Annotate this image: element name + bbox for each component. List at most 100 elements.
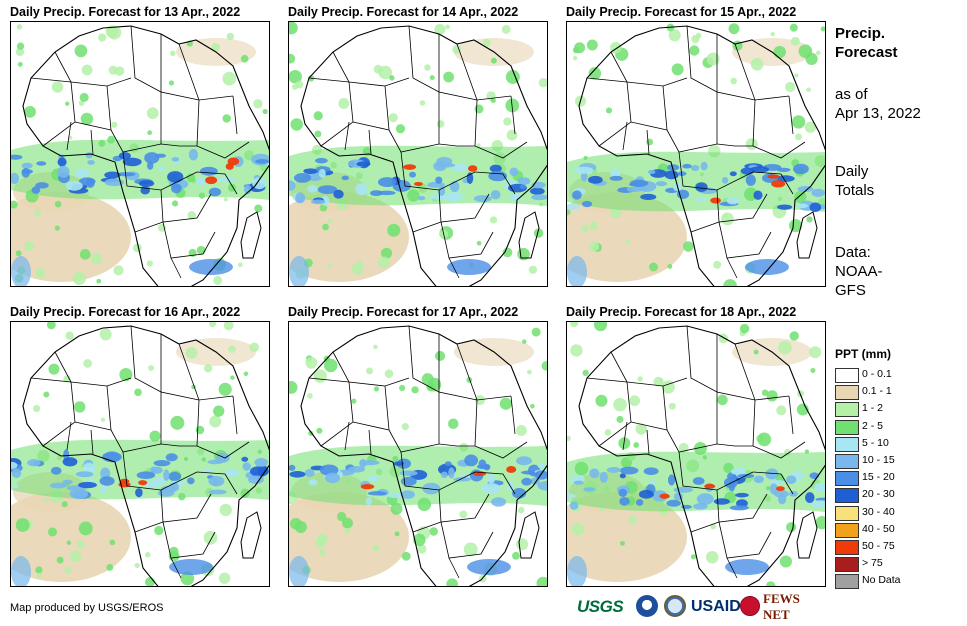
heavy-rain-cell — [519, 184, 527, 189]
light-rain-patch — [185, 346, 198, 359]
light-rain-patch — [723, 213, 728, 218]
africa-outline — [300, 325, 547, 586]
heavy-rain-cell — [35, 182, 49, 189]
light-rain-patch — [76, 540, 85, 549]
country-border — [66, 421, 72, 451]
country-border — [412, 521, 442, 533]
light-rain-patch — [46, 322, 56, 330]
legend-swatch — [835, 385, 859, 401]
light-rain-patch — [314, 130, 322, 138]
heavy-rain-cell — [509, 167, 519, 177]
light-rain-patch — [79, 249, 91, 260]
light-rain-patch — [789, 331, 799, 341]
heavy-rain-cell — [163, 469, 170, 481]
country-border — [752, 471, 794, 495]
heavy-rain-cell — [765, 468, 779, 480]
heavy-rain-cell — [143, 480, 162, 488]
heavy-rain-cell — [207, 459, 224, 465]
heavy-rain-cell — [776, 167, 791, 172]
heavy-rain-cell — [466, 172, 474, 184]
heavy-rain-cell — [448, 467, 455, 479]
light-rain-patch — [211, 43, 220, 52]
light-rain-patch — [567, 435, 571, 442]
light-rain-patch — [318, 548, 326, 556]
country-border — [368, 129, 372, 155]
legend-swatch — [835, 402, 859, 418]
heavy-rain-cell — [673, 486, 693, 493]
heavy-rain-cell — [57, 157, 67, 167]
heavy-rain-cell — [589, 468, 600, 479]
totals-line1: Daily — [835, 163, 869, 180]
heavy-rain-cell — [567, 203, 581, 210]
heavy-rain-cell — [49, 482, 67, 489]
heavy-rain-cell — [365, 496, 372, 506]
country-border — [726, 257, 738, 279]
light-rain-patch — [770, 31, 775, 37]
heavy-rain-cell — [666, 499, 681, 507]
country-border — [718, 521, 772, 559]
heavy-rain-cell — [356, 161, 371, 167]
country-border — [408, 325, 440, 393]
light-rain-patch — [421, 373, 434, 386]
heavy-rain-cell — [118, 152, 131, 160]
legend-swatch — [835, 505, 859, 521]
light-rain-patch — [187, 211, 197, 220]
country-border — [110, 429, 180, 453]
light-rain-patch — [713, 260, 722, 269]
as-of-value: Apr 13, 2022 — [835, 105, 921, 122]
madagascar-outline — [796, 511, 818, 559]
light-rain-patch — [35, 268, 46, 278]
light-rain-patch — [786, 522, 797, 533]
light-rain-patch — [815, 50, 821, 56]
heavy-rain-cell — [409, 171, 417, 178]
heavy-rain-cell — [78, 481, 97, 489]
heavy-rain-cell — [100, 484, 108, 494]
country-border — [332, 351, 410, 387]
country-border — [308, 77, 350, 83]
light-rain-patch — [466, 377, 473, 383]
heavy-rain-cell — [307, 184, 318, 193]
country-border — [160, 189, 212, 223]
heavy-rain-cell — [87, 160, 95, 165]
light-rain-patch — [111, 121, 118, 128]
light-rain-patch — [24, 105, 36, 118]
light-rain-patch — [805, 52, 818, 66]
country-border — [30, 377, 72, 383]
heavy-rain-cell — [360, 460, 380, 466]
legend-label: 10 - 15 — [862, 453, 895, 466]
country-border — [162, 521, 216, 559]
light-rain-patch — [806, 216, 813, 223]
heavy-rain-cell — [208, 187, 222, 197]
light-rain-patch — [795, 133, 802, 141]
light-rain-patch — [351, 263, 364, 276]
panel-title: Daily Precip. Forecast for 15 Apr., 2022 — [566, 5, 797, 19]
light-rain-patch — [43, 498, 49, 503]
heavy-rain-cell — [140, 186, 151, 195]
forecast-panel: Daily Precip. Forecast for 13 Apr., 2022 — [10, 5, 270, 287]
intense-rain-cell — [138, 480, 148, 486]
light-rain-patch — [219, 503, 232, 517]
southern-rain-patch — [189, 259, 233, 275]
light-rain-patch — [613, 397, 627, 412]
heavy-rain-cell — [567, 493, 576, 499]
dry-zone-southeast-atlantic — [289, 492, 409, 582]
country-border — [718, 221, 772, 259]
intense-rain-cell — [710, 197, 721, 204]
heavy-rain-cell — [75, 168, 89, 178]
light-rain-patch — [154, 525, 164, 536]
light-rain-patch — [171, 200, 179, 207]
light-rain-patch — [593, 322, 608, 332]
light-rain-patch — [109, 539, 116, 546]
forecast-panel: Daily Precip. Forecast for 15 Apr., 2022 — [566, 5, 826, 287]
country-border — [474, 171, 516, 195]
light-rain-patch — [196, 245, 206, 255]
country-border — [30, 77, 72, 83]
heavy-rain-cell — [814, 482, 825, 493]
heavy-rain-cell — [65, 181, 83, 191]
country-border — [474, 141, 528, 159]
light-rain-patch — [253, 99, 263, 109]
light-rain-patch — [213, 276, 223, 285]
heavy-rain-cell — [318, 168, 326, 178]
forecast-map — [10, 21, 270, 287]
country-border — [788, 395, 794, 435]
